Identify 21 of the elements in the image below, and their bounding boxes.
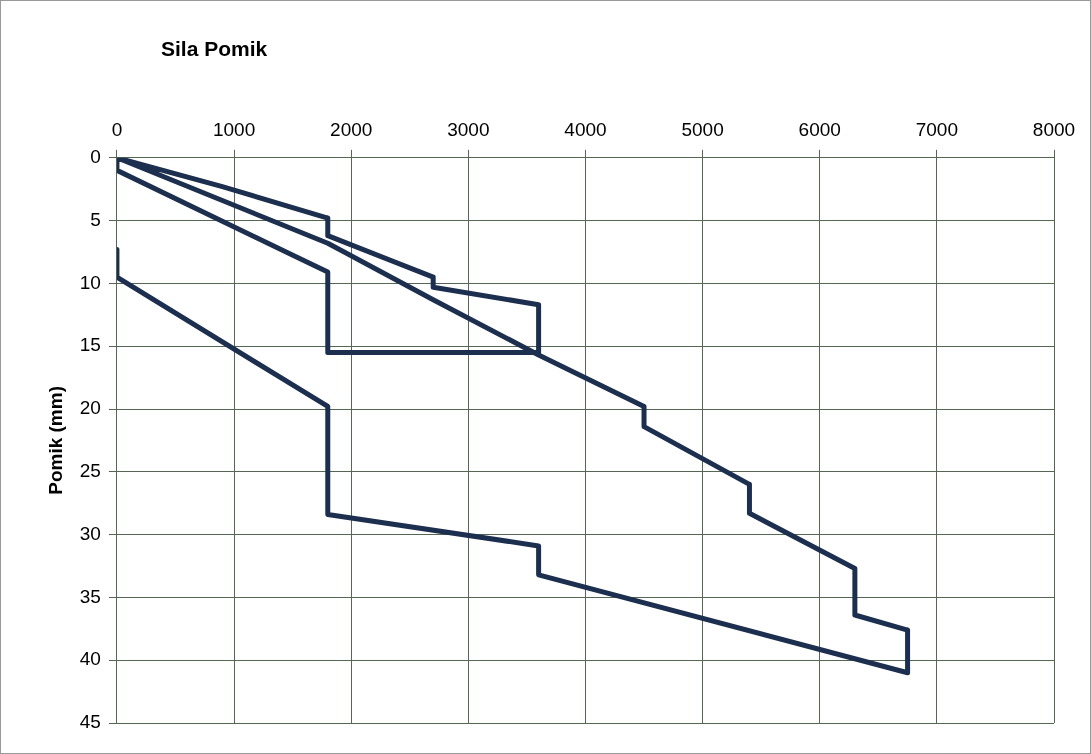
y-axis-title: Pomik (mm) [44,386,66,495]
x-tick-label: 0 [111,118,123,140]
chart-title: Sila Pomik [161,37,268,61]
y-tick-label: 5 [90,208,101,230]
y-tick-label: 25 [79,460,101,482]
x-tick-label: 5000 [681,118,724,140]
x-tick-label: 6000 [798,118,841,140]
x-tick-label: 7000 [915,118,959,140]
y-tick-label: 0 [90,146,101,168]
x-tick-label: 8000 [1032,118,1076,140]
y-tick-label: 45 [79,711,101,733]
x-tick-label: 4000 [564,118,607,140]
x-tick-label: 2000 [330,118,373,140]
x-tick-label: 1000 [212,118,256,140]
y-tick-label: 35 [79,585,101,607]
y-tick-label: 30 [79,522,101,544]
y-tick-label: 15 [79,334,101,356]
y-tick-label: 10 [79,271,101,293]
x-tick-label: 3000 [447,118,490,140]
y-tick-label: 40 [79,648,101,670]
y-tick-label: 20 [79,397,101,419]
